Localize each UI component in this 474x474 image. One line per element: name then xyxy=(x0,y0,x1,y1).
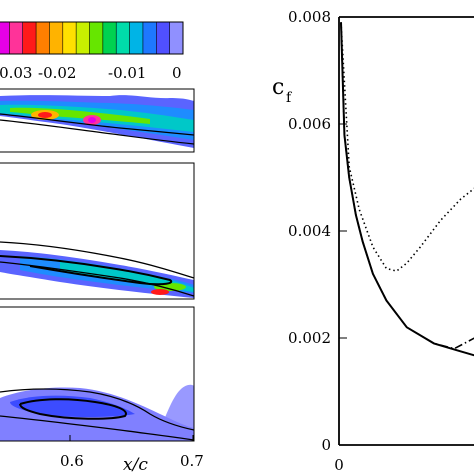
streamline xyxy=(0,388,194,431)
contour-core xyxy=(38,112,52,118)
colorbar-swatch xyxy=(0,22,10,54)
y-axis-label: c xyxy=(272,75,284,100)
colorbar-swatch xyxy=(9,22,24,54)
y-tick-label: 0.002 xyxy=(288,329,331,347)
streamline xyxy=(0,415,194,441)
panel-frame xyxy=(0,162,195,300)
colorbar-swatch xyxy=(169,22,184,54)
streamline xyxy=(0,119,194,145)
x-tick-label: 0 xyxy=(334,456,344,474)
y-tick-label: 0.006 xyxy=(288,115,331,133)
colorbar-swatch xyxy=(22,22,37,54)
contour-core xyxy=(151,289,169,295)
streamline xyxy=(0,113,194,136)
contour-core xyxy=(88,117,96,123)
colorbar-swatch xyxy=(89,22,104,54)
x-tick-label: 0.6 xyxy=(60,452,84,470)
colorbar-tick-label: -0.02 xyxy=(38,64,76,82)
streamline xyxy=(0,261,194,297)
panel-frame xyxy=(0,306,195,442)
colorbar-swatch xyxy=(129,22,144,54)
colorbar-tick-label: -0.03 xyxy=(0,64,32,82)
colorbar-swatch xyxy=(62,22,77,54)
colorbar xyxy=(0,21,184,55)
colorbar-tick-labels: -0.03 -0.02 -0.01 0 xyxy=(0,64,182,82)
series-line-solid xyxy=(340,22,474,357)
y-tick-label: 0.008 xyxy=(288,8,331,26)
panel-frame xyxy=(0,88,195,153)
contour-panel-middle xyxy=(0,162,195,300)
x-axis-label: x/c xyxy=(123,455,148,474)
contour-tail xyxy=(160,384,194,441)
series-line-dotted xyxy=(340,22,474,272)
colorbar-swatch xyxy=(102,22,117,54)
colorbar-frame xyxy=(0,21,184,55)
contour-panel-bottom xyxy=(0,306,195,442)
y-tick-label: 0.004 xyxy=(288,222,331,240)
colorbar-swatch xyxy=(142,22,157,54)
colorbar-swatch xyxy=(156,22,171,54)
x-tick-label: 0.7 xyxy=(180,452,204,470)
contour-panel-top xyxy=(0,88,195,153)
colorbar-swatch xyxy=(36,22,50,54)
streamline xyxy=(19,398,127,420)
streamline xyxy=(0,255,173,286)
colorbar-tick-label: 0 xyxy=(172,64,182,82)
colorbar-swatch xyxy=(49,22,64,54)
colorbar-tick-label: -0.01 xyxy=(108,64,146,82)
series-line-dashdot xyxy=(340,22,474,350)
y-tick-label: 0 xyxy=(321,436,331,454)
colorbar-swatch xyxy=(116,22,131,54)
streamline xyxy=(0,241,194,279)
y-axis-label-subscript: f xyxy=(286,90,293,106)
colorbar-swatch xyxy=(76,22,90,54)
